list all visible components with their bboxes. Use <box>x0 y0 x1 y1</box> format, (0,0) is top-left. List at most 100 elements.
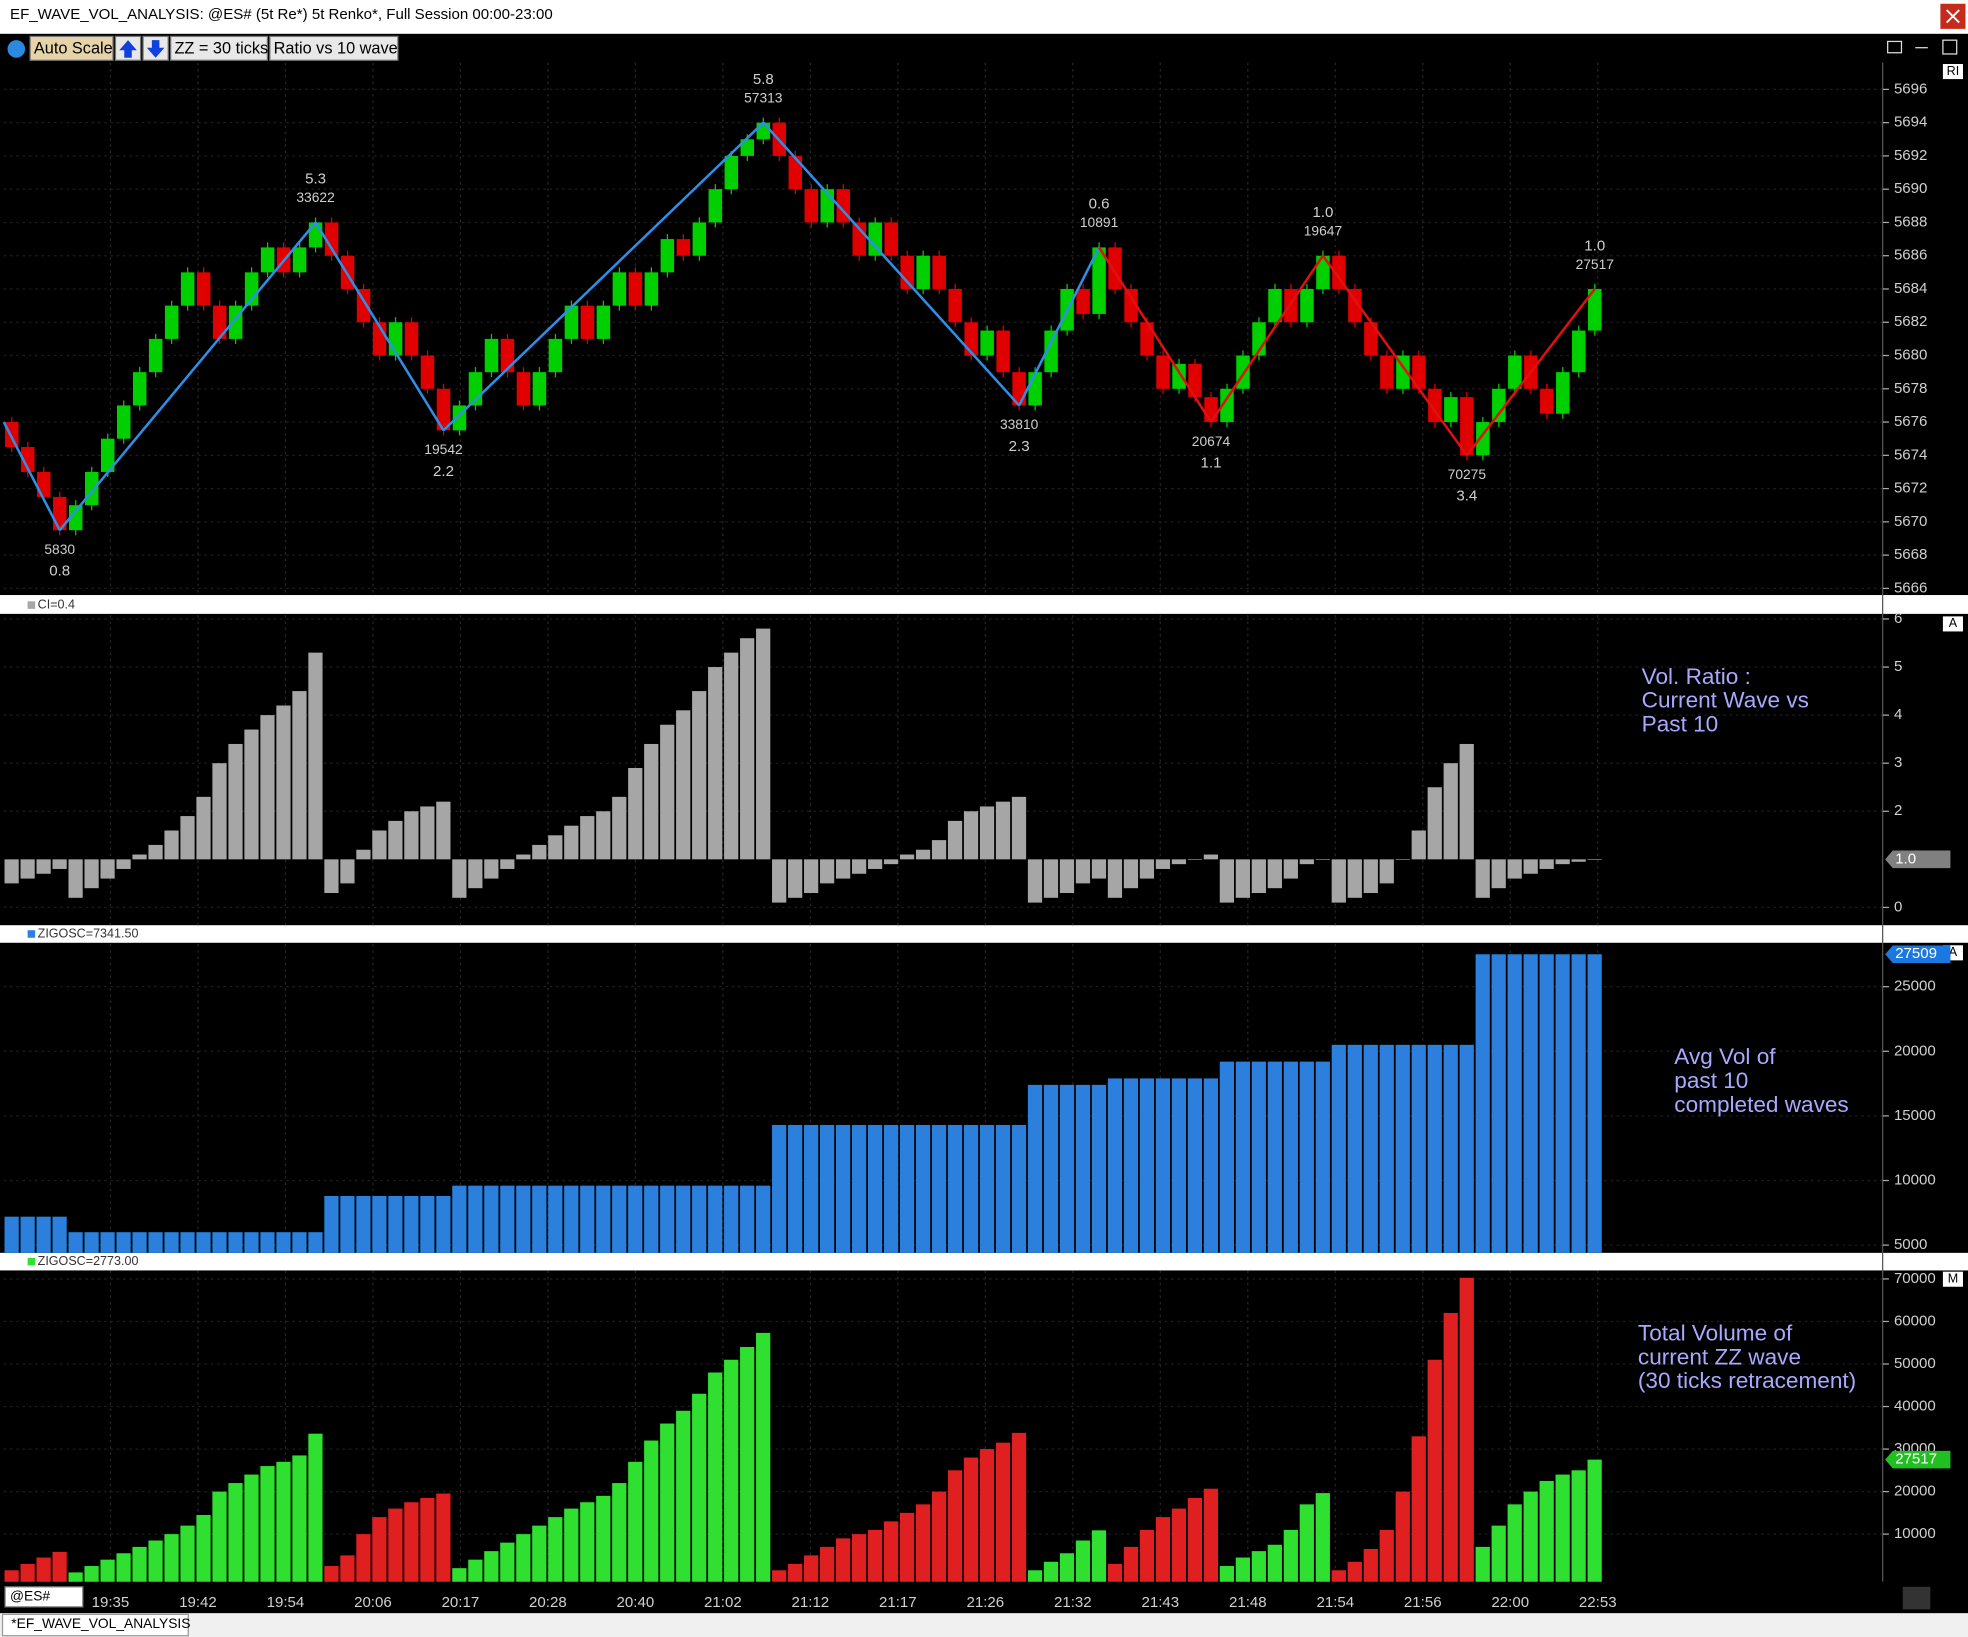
tab[interactable] <box>1 1613 189 1637</box>
bar <box>1123 1546 1139 1582</box>
bar <box>596 811 611 860</box>
wave-volume-label: 5830 <box>44 542 75 557</box>
bar <box>835 1538 851 1582</box>
restore-button[interactable] <box>1887 40 1903 54</box>
maximize-button[interactable] <box>1942 39 1958 55</box>
panel-note: Vol. Ratio : <box>1642 664 1751 689</box>
bar <box>1219 859 1234 903</box>
renko-brick <box>21 447 35 472</box>
renko-brick <box>1044 330 1058 373</box>
bar <box>1427 1044 1442 1253</box>
bar <box>484 1185 499 1253</box>
bar <box>883 1124 899 1253</box>
y-tick-label: 5674 <box>1894 446 1927 463</box>
renko-brick <box>1156 355 1170 389</box>
bar <box>756 1332 771 1582</box>
x-tick-label: 21:02 <box>704 1594 742 1611</box>
button-label: Auto Scale <box>34 39 113 57</box>
wave-ratio-label: 1.0 <box>1312 204 1333 221</box>
renko-brick <box>180 272 195 306</box>
y-tick-label: 0 <box>1894 898 1902 915</box>
bar <box>1363 1549 1378 1582</box>
renko-brick <box>404 322 419 356</box>
y-tick-label: 5668 <box>1894 546 1927 563</box>
zigzag-segment <box>2 421 61 531</box>
bar <box>532 1525 547 1582</box>
bar <box>1443 1044 1458 1253</box>
y-tick-label: 3 <box>1894 754 1902 771</box>
bar <box>851 1534 867 1582</box>
bar <box>84 1232 99 1253</box>
bar <box>1171 1078 1187 1253</box>
bar <box>484 859 499 879</box>
bar <box>1379 859 1394 884</box>
renko-brick <box>884 222 898 256</box>
auto-scale-button[interactable] <box>29 35 114 61</box>
bar <box>772 859 787 903</box>
bar <box>564 1508 579 1582</box>
bar <box>692 691 707 860</box>
zz-button[interactable] <box>170 35 268 61</box>
bar <box>1299 1504 1314 1582</box>
renko-brick <box>564 305 579 339</box>
bar <box>628 768 643 860</box>
bar <box>835 1124 851 1253</box>
bar <box>1123 859 1139 889</box>
x-tick-label: 19:54 <box>267 1594 305 1611</box>
renko-brick <box>148 338 163 373</box>
x-tick-label: 20:40 <box>617 1594 655 1611</box>
bar <box>1027 1570 1043 1582</box>
wave-volume-label: 19542 <box>424 442 462 457</box>
symbol-box[interactable] <box>4 1586 84 1608</box>
bar <box>356 849 371 860</box>
renko-brick <box>1588 288 1602 331</box>
wave-ratio-label: 0.6 <box>1089 196 1110 213</box>
renko-brick <box>724 155 739 190</box>
reset-button[interactable] <box>1902 1586 1931 1610</box>
y-tick-label: 5682 <box>1894 313 1927 330</box>
scale-mode: A <box>1949 945 1958 959</box>
bar <box>4 1570 19 1582</box>
ratio-button[interactable] <box>269 35 399 61</box>
bar <box>1091 1084 1107 1253</box>
bar <box>500 1185 515 1253</box>
renko-brick <box>1220 388 1234 423</box>
renko-brick <box>212 305 227 339</box>
bar <box>1491 954 1506 1253</box>
bar <box>1283 859 1298 879</box>
y-tick-label: 20000 <box>1894 1483 1936 1500</box>
bar <box>1091 1530 1107 1582</box>
y-tick-label: 40000 <box>1894 1398 1936 1415</box>
bar <box>292 691 307 860</box>
y-tick-label: 5680 <box>1894 347 1927 364</box>
bar <box>1539 1480 1554 1582</box>
renko-brick <box>164 305 179 339</box>
bar <box>1299 1061 1314 1253</box>
renko-brick <box>1508 355 1522 389</box>
bar <box>788 1563 803 1582</box>
x-tick-label: 21:56 <box>1404 1594 1442 1611</box>
bar <box>612 1185 627 1253</box>
renko-brick <box>500 338 515 373</box>
zigzag-segment <box>442 121 765 432</box>
bar <box>1555 1474 1570 1582</box>
bar <box>1363 1044 1378 1253</box>
x-tick-label: 21:32 <box>1054 1594 1092 1611</box>
x-tick-label: 21:17 <box>879 1594 917 1611</box>
bar <box>1475 859 1490 898</box>
bar <box>36 1557 51 1582</box>
bar <box>1203 854 1219 860</box>
bar <box>692 1185 707 1253</box>
panel-note: past 10 <box>1674 1068 1748 1093</box>
bar <box>1187 1497 1203 1582</box>
bar <box>500 859 515 869</box>
bar <box>1523 954 1538 1253</box>
bar <box>324 1196 339 1253</box>
bar <box>1123 1078 1139 1253</box>
window-title: EF_WAVE_VOL_ANALYSIS: @ES# (5t Re*) 5t R… <box>10 6 553 23</box>
bar <box>132 1546 147 1582</box>
refresh-icon[interactable] <box>7 40 26 58</box>
bar <box>468 1559 483 1582</box>
renko-brick <box>1284 288 1298 323</box>
